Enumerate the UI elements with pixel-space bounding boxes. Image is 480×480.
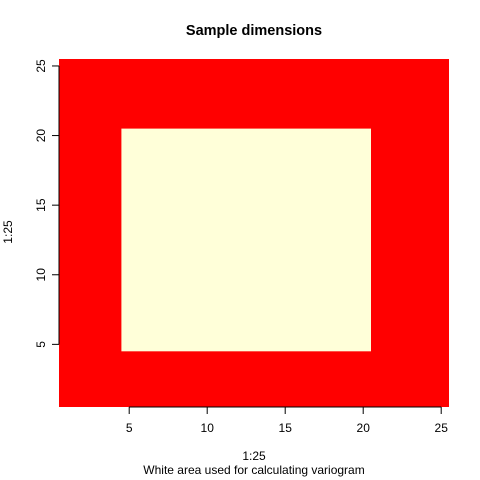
y-tick-label: 20 <box>34 129 48 143</box>
x-tick-label: 25 <box>435 421 449 435</box>
x-tick-label: 20 <box>357 421 371 435</box>
y-tick-label: 10 <box>34 268 48 282</box>
x-tick-label: 15 <box>279 421 293 435</box>
x-tick-label: 10 <box>201 421 215 435</box>
heatmap-tiles <box>59 59 449 407</box>
chart-title: Sample dimensions <box>186 23 322 39</box>
y-tick-label: 5 <box>34 341 48 348</box>
heatmap-region-inside <box>121 128 372 352</box>
x-tick-label: 5 <box>126 421 133 435</box>
y-tick-label: 15 <box>34 198 48 212</box>
y-axis-label: 1:25 <box>1 220 15 244</box>
chart-subtitle: White area used for calculating variogra… <box>143 463 364 477</box>
chart-axes: 5 10 15 20 25 5 10 15 20 25 <box>34 59 448 435</box>
x-axis-label: 1:25 <box>242 449 266 463</box>
y-tick-label: 25 <box>34 59 48 73</box>
